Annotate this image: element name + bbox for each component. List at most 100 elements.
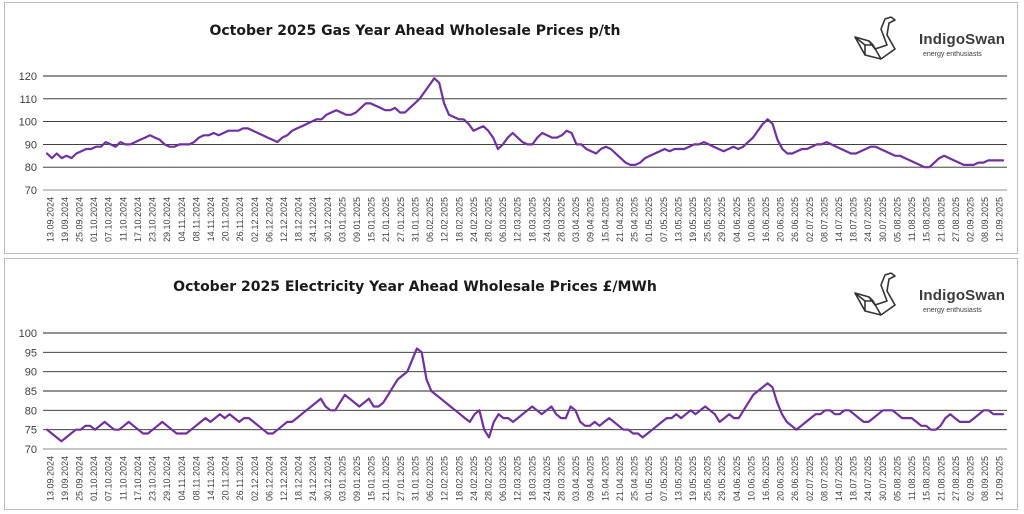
- electricity-x-tick-label: 09.04.2025: [586, 456, 596, 501]
- electricity-x-tick-label: 02.07.2025: [805, 456, 815, 501]
- electricity-y-tick-label: 75: [25, 425, 37, 437]
- gas-x-tick-label: 14.11.2024: [206, 197, 216, 241]
- gas-x-tick-label: 23.10.2024: [148, 197, 158, 242]
- gas-x-tick-label: 30.12.2024: [323, 197, 333, 242]
- gas-x-tick-label: 26.11.2024: [235, 197, 245, 241]
- gas-x-tick-label: 06.02.2025: [425, 197, 435, 242]
- electricity-x-tick-label: 24.07.2025: [863, 456, 873, 501]
- brand-logo: IndigoSwan energy enthusiasts: [851, 15, 1011, 65]
- gas-x-tick-label: 21.01.2025: [381, 197, 391, 242]
- gas-x-tick-label: 15.08.2025: [922, 197, 932, 242]
- gas-x-tick-label: 10.06.2025: [746, 197, 756, 242]
- gas-x-tick-label: 28.03.2025: [557, 197, 567, 242]
- gas-x-tick-label: 03.01.2025: [337, 197, 347, 242]
- electricity-chart-title: October 2025 Electricity Year Ahead Whol…: [173, 279, 657, 295]
- electricity-x-tick-label: 26.11.2024: [235, 456, 245, 500]
- brand-tagline: energy enthusiasts: [923, 307, 982, 314]
- gas-y-tick-label: 120: [19, 71, 37, 83]
- electricity-x-tick-label: 15.04.2025: [600, 456, 610, 501]
- electricity-x-tick-label: 27.08.2025: [951, 456, 961, 501]
- electricity-x-tick-label: 14.11.2024: [206, 456, 216, 500]
- gas-x-tick-label: 31.01.2025: [410, 197, 420, 242]
- electricity-x-tick-label: 15.08.2025: [922, 456, 932, 501]
- gas-x-tick-label: 20.11.2024: [221, 197, 231, 241]
- electricity-x-tick-label: 10.06.2025: [746, 456, 756, 501]
- gas-x-tick-label: 24.02.2025: [469, 197, 479, 242]
- gas-x-tick-label: 12.12.2024: [279, 197, 289, 242]
- electricity-x-tick-label: 28.02.2025: [483, 456, 493, 501]
- gas-x-tick-label: 18.03.2025: [527, 197, 537, 242]
- electricity-x-tick-label: 11.10.2024: [118, 456, 128, 500]
- gas-series-line: [45, 77, 1005, 169]
- gas-x-tick-label: 04.06.2025: [732, 197, 742, 242]
- gas-x-tick-label: 18.02.2025: [454, 197, 464, 242]
- electricity-x-tick-label: 07.05.2025: [659, 456, 669, 501]
- electricity-x-tick-label: 12.09.2025: [995, 456, 1005, 501]
- electricity-x-tick-label: 12.02.2025: [440, 456, 450, 501]
- electricity-x-tick-label: 13.05.2025: [673, 456, 683, 501]
- electricity-x-tick-label: 08.07.2025: [819, 456, 829, 501]
- electricity-x-tick-label: 11.08.2025: [907, 456, 917, 500]
- electricity-chart: 70 75 80 85 90 95 100 13.09.2024 19.09.2024 25.09…: [19, 328, 1007, 501]
- electricity-x-tick-label: 16.06.2025: [761, 456, 771, 501]
- swan-icon: [854, 16, 896, 60]
- gas-x-tick-label: 12.03.2025: [513, 197, 523, 242]
- gas-x-tick-label: 24.07.2025: [863, 197, 873, 242]
- electricity-x-tick-label: 12.12.2024: [279, 456, 289, 501]
- gas-x-tick-label: 02.07.2025: [805, 197, 815, 242]
- electricity-x-tick-label: 28.03.2025: [557, 456, 567, 501]
- gas-x-tick-label: 05.08.2025: [892, 197, 902, 242]
- gas-x-tick-label: 03.04.2025: [571, 197, 581, 242]
- gas-x-tick-label: 16.06.2025: [761, 197, 771, 242]
- gas-y-tick-label: 90: [25, 139, 37, 151]
- electricity-y-tick-label: 95: [25, 347, 37, 359]
- gas-x-tick-label: 25.04.2025: [630, 197, 640, 242]
- electricity-x-tick-label: 21.01.2025: [381, 456, 391, 501]
- gas-x-tick-label: 24.12.2024: [308, 197, 318, 242]
- gas-y-tick-label: 80: [25, 162, 37, 174]
- electricity-x-tick-label: 17.10.2024: [133, 456, 143, 501]
- gas-x-tick-label: 24.03.2025: [542, 197, 552, 242]
- gas-x-tick-label: 25.09.2024: [75, 197, 85, 242]
- gas-x-tick-label: 26.06.2025: [790, 197, 800, 242]
- electricity-chart-panel: 70 75 80 85 90 95 100 13.09.2024 19.09.2024 25.09…: [4, 258, 1018, 510]
- electricity-x-tick-label: 27.01.2025: [396, 456, 406, 501]
- electricity-x-tick-label: 03.04.2025: [571, 456, 581, 501]
- gas-chart: 70 80 90 100 110 120 13.09.2024 19.09.2024 25.09…: [19, 71, 1007, 242]
- gas-x-tick-label: 06.03.2025: [498, 197, 508, 242]
- electricity-x-tick-label: 13.09.2024: [45, 456, 55, 501]
- gas-x-tick-label: 25.05.2025: [703, 197, 713, 242]
- brand-tagline: energy enthusiasts: [923, 51, 982, 58]
- gas-x-tick-label: 09.01.2025: [352, 197, 362, 242]
- gas-x-tick-label: 21.08.2025: [936, 197, 946, 242]
- electricity-x-tick-label: 04.06.2025: [732, 456, 742, 501]
- electricity-x-tick-label: 07.10.2024: [104, 456, 114, 501]
- electricity-x-tick-label: 18.07.2025: [849, 456, 859, 501]
- electricity-x-tick-label: 03.01.2025: [337, 456, 347, 501]
- electricity-x-tick-label: 06.02.2025: [425, 456, 435, 501]
- gas-x-tick-label: 06.12.2024: [264, 197, 274, 242]
- electricity-x-tick-label: 31.01.2025: [410, 456, 420, 501]
- electricity-x-tick-label: 18.02.2025: [454, 456, 464, 501]
- gas-x-tick-label: 09.04.2025: [586, 197, 596, 242]
- swan-icon: [854, 272, 896, 316]
- electricity-x-tick-label: 21.04.2025: [615, 456, 625, 501]
- gas-x-tick-label: 29.05.2025: [717, 197, 727, 242]
- electricity-x-tick-label: 25.05.2025: [703, 456, 713, 501]
- electricity-x-tick-label: 24.02.2025: [469, 456, 479, 501]
- electricity-x-tick-label: 18.12.2024: [294, 456, 304, 501]
- gas-x-tick-label: 01.10.2024: [89, 197, 99, 242]
- electricity-x-tick-label: 09.01.2025: [352, 456, 362, 501]
- electricity-x-tick-label: 23.10.2024: [148, 456, 158, 501]
- electricity-x-tick-label: 19.09.2024: [60, 456, 70, 501]
- electricity-x-tick-label: 30.12.2024: [323, 456, 333, 501]
- gas-x-tick-label: 13.09.2024: [45, 197, 55, 242]
- electricity-x-tick-label: 20.06.2025: [776, 456, 786, 501]
- electricity-x-tick-label: 24.03.2025: [542, 456, 552, 501]
- gas-x-tick-label: 07.05.2025: [659, 197, 669, 242]
- brand-name: IndigoSwan: [919, 31, 1006, 48]
- gas-x-tick-label: 02.12.2024: [250, 197, 260, 242]
- gas-y-tick-label: 70: [25, 185, 37, 197]
- gas-chart-panel: 70 80 90 100 110 120 13.09.2024 19.09.2024 25.09…: [4, 2, 1018, 254]
- gas-x-tick-label: 21.04.2025: [615, 197, 625, 242]
